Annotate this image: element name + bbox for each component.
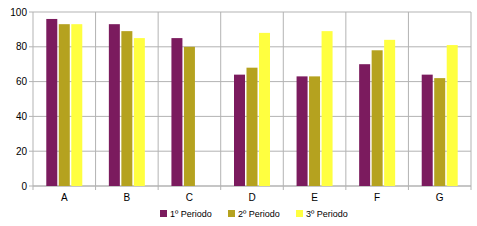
x-tick-label: G: [436, 192, 444, 203]
bar: [59, 24, 70, 186]
bar: [121, 31, 132, 186]
bar: [322, 31, 333, 186]
y-tick-label: 100: [10, 7, 27, 18]
tick-mark: [29, 186, 33, 187]
category-separator: [220, 12, 221, 190]
bar: [309, 76, 320, 186]
tick-mark: [29, 46, 33, 47]
bar: [422, 75, 433, 186]
x-tick-label: D: [248, 192, 255, 203]
bar: [359, 64, 370, 186]
y-tick-label: 0: [21, 181, 27, 192]
grid-line: [33, 46, 471, 47]
legend: 1º Periodo 2º Periodo 3º Periodo: [160, 209, 348, 219]
y-tick-label: 80: [16, 41, 28, 52]
bar: [384, 40, 395, 186]
chart-container: 0 20 40 60 80 100 A B C D E F G 1º Periodo 2º Periodo 3…: [0, 0, 477, 226]
bar: [234, 75, 245, 186]
bar: [372, 50, 383, 186]
x-tick-label: A: [61, 192, 68, 203]
bar: [447, 45, 458, 186]
grid-line: [33, 12, 471, 13]
bar: [247, 68, 258, 186]
y-tick-label: 60: [16, 76, 28, 87]
category-separator: [283, 12, 284, 190]
bar: [434, 78, 445, 186]
chart: 0 20 40 60 80 100 A B C D E F G 1º Periodo 2º Periodo 3…: [0, 0, 477, 226]
y-tick-label: 20: [16, 146, 28, 157]
category-separator: [408, 12, 409, 190]
x-tick-label: C: [186, 192, 193, 203]
category-separator: [95, 12, 96, 190]
x-tick-label: E: [311, 192, 318, 203]
bar: [171, 38, 182, 186]
x-tick-label: B: [124, 192, 131, 203]
y-tick-label: 40: [16, 111, 28, 122]
bar: [71, 24, 82, 186]
tick-mark: [29, 81, 33, 82]
bar: [46, 19, 57, 186]
category-separator: [158, 12, 159, 190]
bar: [109, 24, 120, 186]
bar: [297, 76, 308, 186]
x-tick-label: F: [374, 192, 380, 203]
category-separator: [471, 12, 472, 190]
legend-label: 2º Periodo: [238, 209, 280, 219]
category-separator: [345, 12, 346, 190]
legend-label: 1º Periodo: [170, 209, 212, 219]
legend-swatch: [228, 210, 235, 217]
tick-mark: [29, 12, 33, 13]
bar: [259, 33, 270, 186]
legend-swatch: [296, 210, 303, 217]
category-separator: [33, 12, 34, 190]
bar: [184, 47, 195, 186]
tick-mark: [29, 151, 33, 152]
bars: [46, 19, 457, 186]
tick-mark: [29, 116, 33, 117]
bar: [134, 38, 145, 186]
legend-label: 3º Periodo: [306, 209, 348, 219]
legend-swatch: [160, 210, 167, 217]
